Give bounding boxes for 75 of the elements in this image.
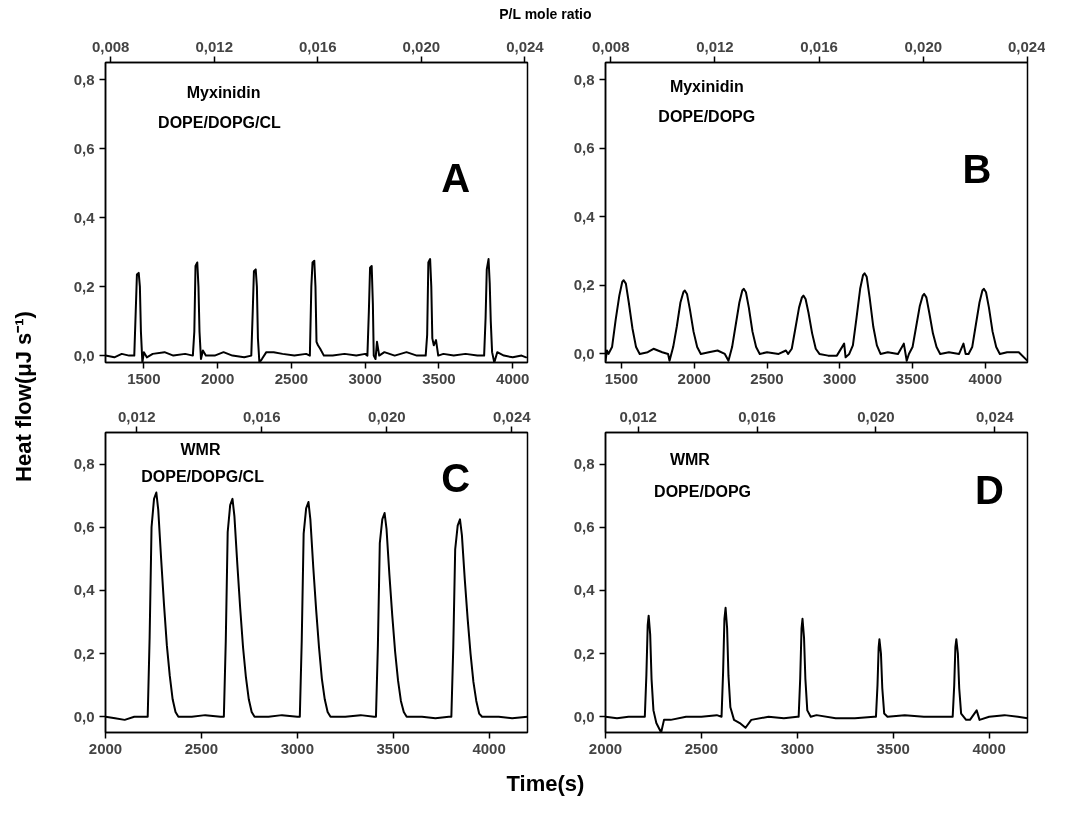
- x-tick-label: 3500: [422, 369, 456, 387]
- y-tick-label: 0,4: [73, 581, 96, 599]
- y-tick-label: 0,2: [73, 277, 95, 295]
- annotation: B: [962, 147, 992, 191]
- x-tick-label: 3500: [895, 369, 930, 387]
- x-tick-label: 1500: [127, 369, 161, 387]
- y-tick-label: 0,6: [73, 139, 95, 157]
- x-tick-label: 3500: [876, 739, 910, 757]
- annotation: D: [975, 467, 1004, 512]
- x2-tick-label: 0,016: [800, 37, 838, 55]
- x-tick-label: 3000: [780, 739, 815, 757]
- annotation: DOPE/DOPG: [658, 108, 756, 125]
- y-tick-label: 0,8: [573, 455, 595, 473]
- x2-tick-label: 0,016: [299, 37, 337, 55]
- y-tick-label: 0,2: [573, 276, 595, 294]
- x-tick-label: 2000: [88, 739, 123, 757]
- x2-tick-label: 0,008: [591, 37, 630, 55]
- y-tick-label: 0,4: [573, 581, 596, 599]
- x-tick-label: 2500: [750, 369, 784, 387]
- x-tick-label: 2000: [200, 369, 235, 387]
- x-axis-title: Time(s): [506, 771, 585, 796]
- annotation: DOPE/DOPG: [654, 482, 752, 500]
- x2-tick-label: 0,024: [976, 407, 1015, 425]
- x2-tick-label: 0,020: [402, 37, 441, 55]
- y-tick-label: 0,8: [73, 70, 95, 88]
- y-tick-label: 0,8: [73, 455, 95, 473]
- x2-tick-label: 0,008: [91, 37, 130, 55]
- x2-axis-title: P/L mole ratio: [499, 5, 592, 22]
- y-tick-label: 0,0: [73, 707, 95, 725]
- y-tick-label: 0,4: [73, 208, 96, 226]
- annotation: DOPE/DOPG/CL: [158, 114, 282, 131]
- x2-tick-label: 0,024: [493, 407, 532, 425]
- y-tick-label: 0,8: [573, 70, 595, 88]
- x-tick-label: 2500: [274, 369, 309, 387]
- x-tick-label: 2000: [588, 739, 623, 757]
- x2-tick-label: 0,012: [696, 37, 734, 55]
- x-tick-label: 3000: [823, 369, 857, 387]
- x-tick-label: 4000: [972, 739, 1006, 757]
- x2-tick-label: 0,016: [738, 407, 776, 425]
- y-tick-label: 0,6: [573, 139, 595, 157]
- annotation: Myxinidin: [186, 84, 261, 101]
- y-tick-label: 0,4: [573, 207, 596, 225]
- y-tick-label: 0,0: [573, 344, 595, 362]
- x-tick-label: 4000: [968, 369, 1002, 387]
- x-tick-label: 2500: [684, 739, 719, 757]
- x-tick-label: 4000: [472, 739, 506, 757]
- y-tick-label: 0,6: [73, 518, 95, 536]
- x2-tick-label: 0,024: [1007, 37, 1047, 55]
- y-tick-label: 0,2: [573, 644, 595, 662]
- y-tick-label: 0,6: [573, 518, 595, 536]
- x-tick-label: 2000: [677, 369, 711, 387]
- annotation: A: [441, 156, 471, 200]
- x2-tick-label: 0,012: [195, 37, 234, 55]
- annotation: Myxinidin: [669, 78, 744, 95]
- y-axis-title: Heat flow(μJ s⁻¹): [10, 311, 36, 482]
- x2-tick-label: 0,020: [904, 37, 943, 55]
- x-tick-label: 3000: [280, 739, 315, 757]
- x2-tick-label: 0,024: [506, 37, 545, 55]
- x-tick-label: 3000: [348, 369, 382, 387]
- y-tick-label: 0,0: [73, 346, 95, 364]
- y-tick-label: 0,0: [573, 707, 595, 725]
- x-tick-label: 3500: [376, 739, 410, 757]
- annotation: DOPE/DOPG/CL: [141, 467, 265, 485]
- annotation: WMR: [180, 440, 221, 458]
- x2-tick-label: 0,012: [117, 407, 156, 425]
- x-tick-label: 1500: [604, 369, 639, 387]
- x-tick-label: 2500: [184, 739, 219, 757]
- annotation: C: [441, 455, 471, 500]
- x-tick-label: 4000: [496, 369, 530, 387]
- x2-tick-label: 0,012: [619, 407, 657, 425]
- annotation: WMR: [669, 451, 711, 468]
- x2-tick-label: 0,016: [243, 407, 281, 425]
- x2-tick-label: 0,020: [857, 407, 895, 425]
- x2-tick-label: 0,020: [368, 407, 406, 425]
- y-tick-label: 0,2: [73, 644, 95, 662]
